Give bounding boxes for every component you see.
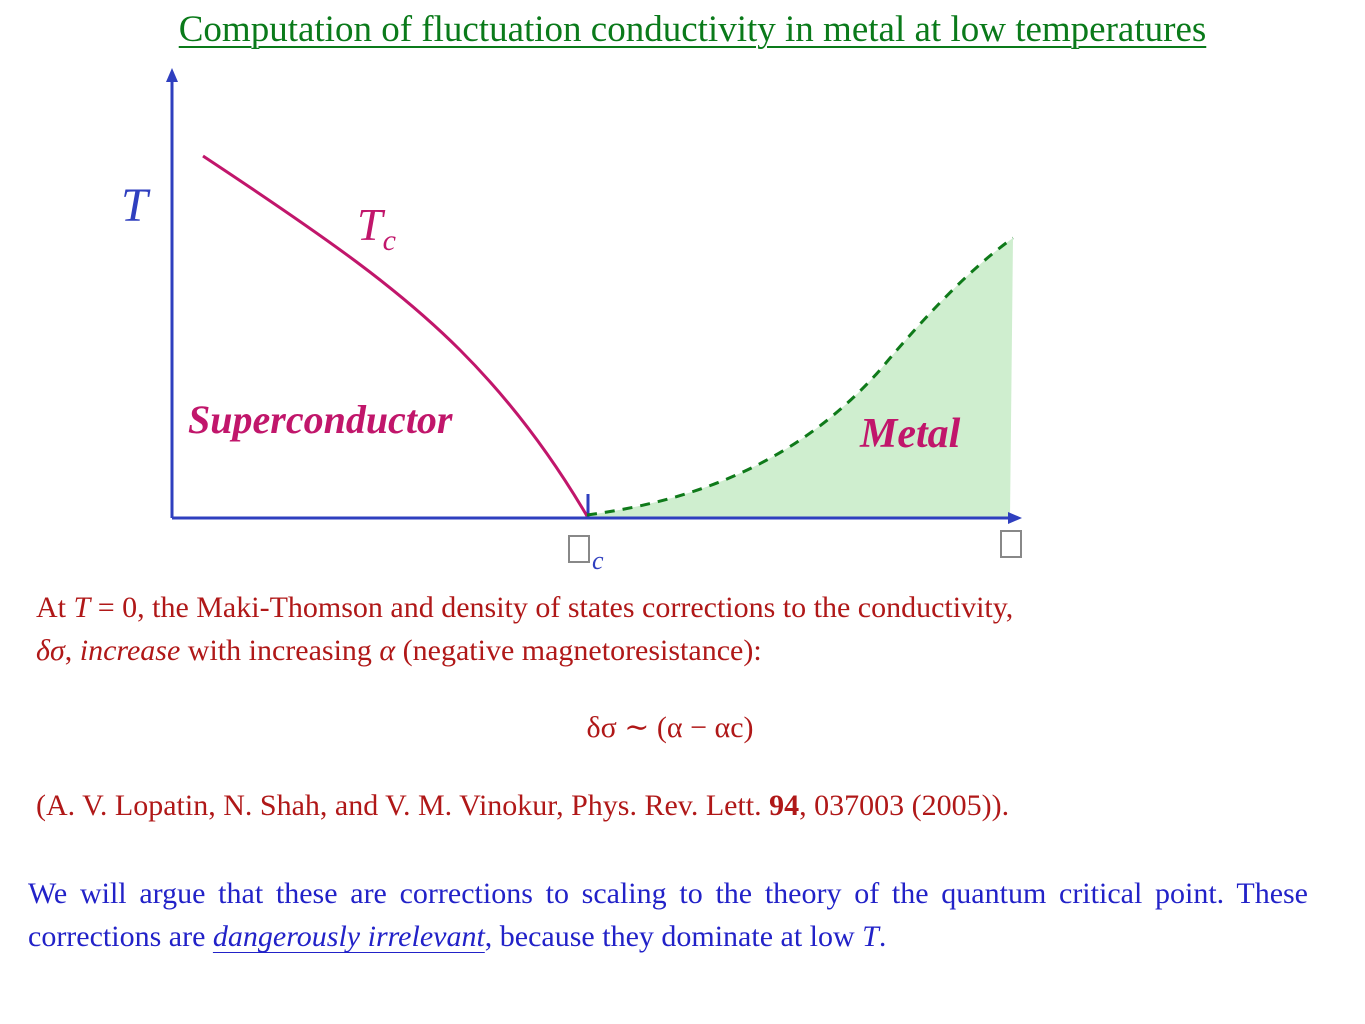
- x-axis-arrow: [1008, 512, 1022, 524]
- reference: (A. V. Lopatin, N. Shah, and V. M. Vinok…: [36, 789, 1010, 822]
- y-axis-label: T: [121, 179, 148, 232]
- crossover-line: [586, 236, 1014, 517]
- metal-label: Metal: [860, 411, 961, 457]
- slide-title: Computation of fluctuation conductivity …: [178, 9, 1207, 50]
- tc-curve-label: Tc: [357, 199, 396, 257]
- dangerously-irrelevant-term: dangerously irrelevant: [212, 920, 485, 953]
- superconductor-label: Superconductor: [188, 397, 453, 442]
- metal-region: [587, 238, 1013, 518]
- paragraph-maki-thomson: At T = 0, the Maki-Thomson and density o…: [36, 591, 1014, 667]
- missing-glyph-alpha-c: [568, 535, 590, 563]
- paragraph-argument: We will argue that these are corrections…: [28, 877, 1308, 953]
- y-axis-arrow: [166, 68, 178, 82]
- tc-curve: [202, 154, 589, 517]
- missing-glyph-alpha: [1000, 530, 1022, 558]
- equation: δσ ∼ (α − αc): [586, 711, 754, 744]
- alpha-c-subscript: c: [592, 546, 604, 575]
